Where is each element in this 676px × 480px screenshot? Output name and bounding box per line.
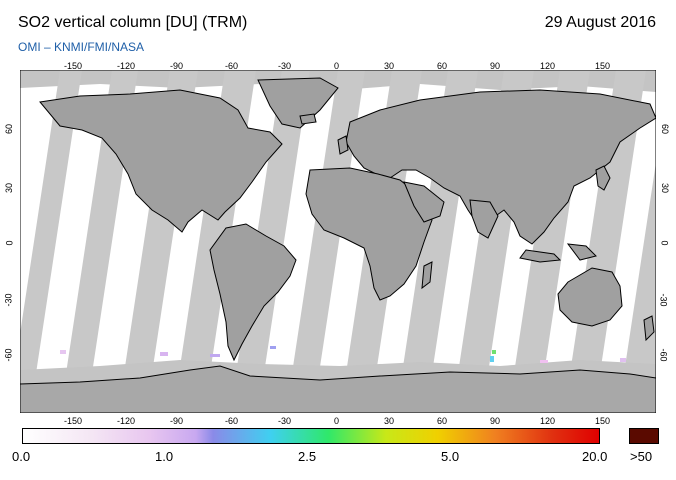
madagascar (421, 261, 433, 290)
lon-tick-top: 150 (595, 61, 611, 71)
overflow-color-swatch (629, 428, 659, 444)
lon-tick-top: 120 (540, 61, 556, 71)
colorbar-label: 5.0 (441, 449, 460, 464)
antarctica (20, 365, 656, 413)
lat-tick-left: 0 (4, 240, 15, 246)
lon-tick-top: -150 (64, 61, 83, 71)
australia (557, 267, 623, 327)
lon-tick-bottom: -90 (170, 416, 184, 426)
lat-tick-right: -60 (658, 348, 669, 362)
lat-tick-right: 0 (659, 240, 670, 246)
lon-tick-bottom: -120 (117, 416, 136, 426)
lon-tick-top: 60 (437, 61, 448, 71)
lat-tick-right: -30 (658, 293, 669, 307)
new-guinea (566, 243, 597, 261)
land-masses (39, 77, 656, 362)
india (469, 199, 499, 239)
lon-tick-top: 90 (490, 61, 501, 71)
color-scale-bar (22, 428, 600, 444)
lat-tick-left: 60 (4, 123, 15, 135)
lat-tick-right: 60 (660, 123, 671, 135)
map-title: SO2 vertical column [DU] (TRM) (18, 14, 248, 31)
arabia (403, 181, 445, 223)
colorbar-label: 0.0 (12, 449, 31, 464)
iceland (299, 113, 317, 125)
africa (305, 167, 433, 301)
eurasia (345, 89, 656, 245)
lon-tick-bottom: 120 (540, 416, 556, 426)
lon-tick-top: 0 (334, 61, 340, 71)
lat-tick-left: -30 (3, 293, 14, 307)
lat-tick-left: 30 (4, 182, 15, 194)
colorbar-label: 2.5 (298, 449, 317, 464)
lon-tick-top: -30 (278, 61, 292, 71)
colorbar-overflow-label: >50 (630, 449, 653, 464)
colorbar-label: 20.0 (582, 449, 608, 464)
so2-world-map (20, 70, 656, 413)
lat-tick-right: 30 (660, 182, 671, 194)
south-america (209, 223, 297, 362)
data-credit: OMI – KNMI/FMI/NASA (18, 40, 145, 54)
lon-tick-bottom: -30 (278, 416, 292, 426)
lon-tick-bottom: 30 (384, 416, 395, 426)
map-date: 29 August 2016 (544, 14, 656, 31)
great-britain (337, 135, 349, 155)
north-america (39, 89, 283, 233)
lon-tick-bottom: 60 (437, 416, 448, 426)
lon-tick-bottom: 90 (490, 416, 501, 426)
lon-tick-top: -120 (117, 61, 136, 71)
so2-noise-south (60, 346, 626, 363)
lon-tick-top: 30 (384, 61, 395, 71)
colorbar-label: 1.0 (155, 449, 174, 464)
new-zealand (643, 315, 655, 342)
japan (595, 165, 611, 191)
lon-tick-bottom: 150 (595, 416, 611, 426)
lon-tick-top: -90 (170, 61, 184, 71)
lat-tick-left: -60 (3, 348, 14, 362)
lon-tick-bottom: -150 (64, 416, 83, 426)
lon-tick-bottom: 0 (334, 416, 340, 426)
lon-tick-bottom: -60 (225, 416, 239, 426)
lon-tick-top: -60 (225, 61, 239, 71)
indonesia (519, 249, 562, 263)
